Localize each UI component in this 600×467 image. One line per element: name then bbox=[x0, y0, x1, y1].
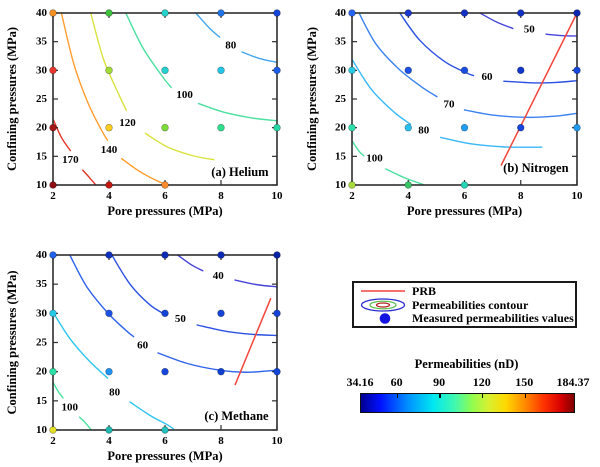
svg-text:8: 8 bbox=[518, 190, 524, 202]
colorbar-tick-label: 184.37 bbox=[556, 375, 590, 389]
svg-text:50: 50 bbox=[524, 24, 536, 36]
svg-text:15: 15 bbox=[36, 395, 48, 407]
svg-text:Confining pressures (MPa): Confining pressures (MPa) bbox=[305, 27, 319, 171]
colorbar-title: Permeabilities (nD) bbox=[414, 357, 519, 371]
svg-text:15: 15 bbox=[36, 150, 48, 162]
svg-text:20: 20 bbox=[36, 366, 48, 378]
svg-text:10: 10 bbox=[272, 435, 284, 447]
svg-text:Confining pressures (MPa): Confining pressures (MPa) bbox=[5, 27, 19, 171]
svg-text:4: 4 bbox=[406, 190, 412, 202]
svg-text:80: 80 bbox=[418, 125, 430, 137]
svg-text:(b) Nitrogen: (b) Nitrogen bbox=[503, 161, 568, 175]
svg-text:Confining pressures (MPa): Confining pressures (MPa) bbox=[5, 271, 19, 415]
svg-text:25: 25 bbox=[36, 337, 48, 349]
contour-ellipses-icon bbox=[359, 297, 406, 312]
svg-text:2: 2 bbox=[349, 190, 355, 202]
svg-text:4: 4 bbox=[106, 435, 112, 447]
svg-text:2: 2 bbox=[50, 190, 56, 202]
svg-text:120: 120 bbox=[119, 117, 136, 129]
svg-text:6: 6 bbox=[462, 190, 468, 202]
colorbar-tick-label: 60 bbox=[390, 375, 403, 389]
svg-text:30: 30 bbox=[36, 64, 48, 76]
svg-text:10: 10 bbox=[36, 424, 48, 436]
svg-text:100: 100 bbox=[366, 153, 383, 165]
colorbar-tick-label: 90 bbox=[433, 375, 446, 389]
svg-text:60: 60 bbox=[137, 339, 149, 351]
svg-text:80: 80 bbox=[225, 40, 237, 52]
svg-text:35: 35 bbox=[36, 278, 48, 290]
svg-text:25: 25 bbox=[335, 93, 347, 105]
svg-text:20: 20 bbox=[335, 122, 347, 134]
svg-text:20: 20 bbox=[36, 122, 48, 134]
svg-text:80: 80 bbox=[109, 387, 121, 399]
svg-text:30: 30 bbox=[36, 307, 48, 319]
svg-text:40: 40 bbox=[36, 249, 48, 261]
svg-text:100: 100 bbox=[176, 89, 193, 101]
panel-nitrogen-contour-plot: 50 60 70 80 100 2 4 6 8 10 10 15 20 25 30 35 40 Pore pres… bbox=[305, 7, 584, 218]
legend-item-contour: Permeabilities contour bbox=[354, 297, 575, 312]
svg-text:(a) Helium: (a) Helium bbox=[211, 165, 269, 179]
svg-text:6: 6 bbox=[162, 435, 168, 447]
colorbar-tick-label: 120 bbox=[472, 375, 491, 389]
legend-label-measured: Measured permeabilities values bbox=[412, 311, 574, 326]
svg-text:100: 100 bbox=[62, 401, 79, 413]
colorbar-tick-label: 34.16 bbox=[346, 375, 374, 389]
legend-item-prb: PRB bbox=[354, 284, 575, 298]
legend-label-contour: Permeabilities contour bbox=[412, 297, 529, 312]
svg-text:35: 35 bbox=[36, 36, 48, 48]
svg-text:Pore pressures (MPa): Pore pressures (MPa) bbox=[107, 204, 222, 218]
svg-text:Pore pressures (MPa): Pore pressures (MPa) bbox=[107, 449, 222, 463]
svg-text:30: 30 bbox=[335, 64, 347, 76]
svg-text:170: 170 bbox=[62, 154, 79, 166]
svg-text:35: 35 bbox=[335, 36, 347, 48]
colorbar-gradient bbox=[360, 393, 575, 413]
measured-dot-icon bbox=[359, 312, 406, 325]
svg-text:50: 50 bbox=[175, 313, 187, 325]
svg-text:2: 2 bbox=[50, 435, 56, 447]
svg-text:10: 10 bbox=[36, 179, 48, 191]
svg-text:(c) Methane: (c) Methane bbox=[204, 409, 269, 423]
svg-text:40: 40 bbox=[213, 270, 225, 282]
svg-text:10: 10 bbox=[272, 190, 284, 202]
colorbar-tick-labels: 34.16 60 90 120 150 184.37 bbox=[347, 375, 590, 389]
svg-text:8: 8 bbox=[218, 190, 224, 202]
colorbar-tick-label: 150 bbox=[515, 375, 534, 389]
svg-text:8: 8 bbox=[218, 435, 224, 447]
svg-text:40: 40 bbox=[36, 7, 48, 19]
panel-helium-contour-plot: 170 140 120 100 80 2 4 6 8 10 10 15 20 25 30 35 40 Pore p… bbox=[5, 7, 284, 218]
legend-label-prb: PRB bbox=[412, 283, 436, 298]
svg-text:10: 10 bbox=[335, 179, 347, 191]
panel-methane-contour-plot: 40 50 60 80 100 2 4 6 8 10 10 15 20 25 30 35 40 Pore pres… bbox=[5, 249, 284, 463]
svg-text:60: 60 bbox=[482, 71, 494, 83]
svg-text:25: 25 bbox=[36, 93, 48, 105]
svg-text:140: 140 bbox=[101, 144, 118, 156]
svg-text:70: 70 bbox=[444, 99, 456, 111]
svg-text:40: 40 bbox=[335, 7, 347, 19]
prb-line-icon bbox=[359, 285, 406, 297]
svg-text:10: 10 bbox=[572, 190, 584, 202]
svg-text:6: 6 bbox=[162, 190, 168, 202]
svg-text:4: 4 bbox=[106, 190, 112, 202]
svg-text:15: 15 bbox=[335, 150, 347, 162]
legend-item-measured: Measured permeabilities values bbox=[354, 312, 575, 326]
svg-text:Pore pressures (MPa): Pore pressures (MPa) bbox=[407, 204, 522, 218]
legend-box: PRB Permeabilities contour Measured perm… bbox=[352, 281, 577, 328]
